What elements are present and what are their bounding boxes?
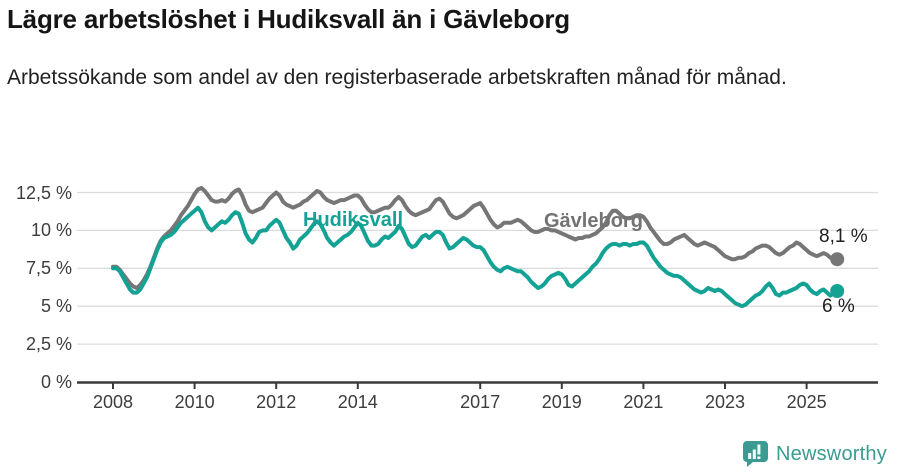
y-tick-label: 12,5 % bbox=[15, 182, 72, 203]
gvleborg-line bbox=[111, 186, 840, 290]
x-tick-label: 2025 bbox=[786, 392, 827, 412]
y-gridlines bbox=[77, 191, 878, 345]
x-tick-label: 2019 bbox=[541, 392, 582, 412]
gvleborg-end-dot bbox=[830, 252, 845, 267]
newsworthy-bubble-barchart-icon bbox=[743, 441, 768, 467]
x-tick-label: 2012 bbox=[256, 392, 297, 412]
newsworthy-wordmark: Newsworthy bbox=[776, 442, 887, 465]
page-subtitle: Arbetssökande som andel av den registerb… bbox=[7, 66, 787, 89]
y-tick-label: 7,5 % bbox=[25, 258, 72, 279]
series-label-gavleborg: Gävleborg bbox=[544, 210, 643, 232]
y-tick-label: 10 % bbox=[30, 220, 72, 241]
y-tick-label: 0 % bbox=[40, 372, 72, 392]
series-lines bbox=[111, 186, 840, 309]
end-value-label-gavleborg: 8,1 % bbox=[819, 226, 868, 247]
x-axis-ticks bbox=[112, 382, 808, 389]
series-end-dots bbox=[830, 252, 845, 298]
hudiksvall-end-dot bbox=[830, 284, 845, 298]
newsworthy-logo[interactable]: Newsworthy bbox=[742, 440, 887, 468]
y-tick-label: 5 % bbox=[40, 296, 72, 317]
page-title: Lägre arbetslöshet i Hudiksvall än i Gäv… bbox=[7, 4, 570, 34]
x-tick-label: 2010 bbox=[174, 392, 215, 412]
y-tick-label: 2,5 % bbox=[25, 334, 72, 355]
x-tick-label: 2023 bbox=[704, 392, 746, 412]
series-label-hudiksvall: Hudiksvall bbox=[303, 209, 404, 231]
x-tick-label: 2008 bbox=[92, 392, 134, 412]
hudiksvall-line bbox=[111, 205, 840, 309]
x-tick-label: 2017 bbox=[460, 392, 501, 412]
x-tick-label: 2021 bbox=[623, 392, 664, 412]
end-value-label-hudiksvall: 6 % bbox=[822, 296, 855, 317]
x-tick-label: 2014 bbox=[337, 392, 378, 412]
